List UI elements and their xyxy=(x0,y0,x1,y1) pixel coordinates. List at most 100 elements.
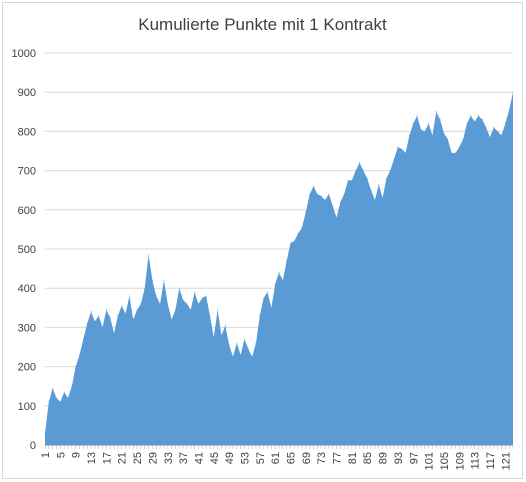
data-point xyxy=(290,242,292,244)
x-tick-label: 77 xyxy=(332,452,344,464)
x-tick-label: 85 xyxy=(362,452,374,464)
data-point xyxy=(370,189,372,191)
data-point xyxy=(243,338,245,340)
y-tick-label: 500 xyxy=(18,244,36,256)
data-point xyxy=(416,115,418,117)
data-point xyxy=(451,152,453,154)
data-point xyxy=(163,279,165,281)
data-point xyxy=(493,126,495,128)
data-point xyxy=(182,299,184,301)
data-point xyxy=(309,193,311,195)
data-point xyxy=(263,297,265,299)
y-tick-label: 800 xyxy=(18,126,36,138)
data-point xyxy=(504,123,506,125)
data-point xyxy=(259,315,261,317)
data-point xyxy=(205,295,207,297)
data-point xyxy=(201,297,203,299)
data-point xyxy=(382,197,384,199)
x-tick-label: 57 xyxy=(255,452,267,464)
data-point xyxy=(405,152,407,154)
y-tick-label: 700 xyxy=(18,166,36,178)
data-point xyxy=(462,138,464,140)
data-point xyxy=(224,324,226,326)
data-point xyxy=(408,134,410,136)
x-tick-label: 25 xyxy=(132,452,144,464)
x-tick-label: 109 xyxy=(454,452,466,470)
data-point xyxy=(159,303,161,305)
data-point xyxy=(102,326,104,328)
x-tick-label: 1 xyxy=(40,452,52,458)
y-tick-label: 200 xyxy=(18,362,36,374)
data-point xyxy=(424,130,426,132)
data-point xyxy=(366,177,368,179)
data-point xyxy=(125,313,127,315)
data-point xyxy=(228,344,230,346)
x-tick-label: 65 xyxy=(286,452,298,464)
data-point xyxy=(393,158,395,160)
data-point xyxy=(270,307,272,309)
data-point xyxy=(470,115,472,117)
data-point xyxy=(397,146,399,148)
data-point xyxy=(236,342,238,344)
data-point xyxy=(174,309,176,311)
data-point xyxy=(374,199,376,201)
data-point xyxy=(190,309,192,311)
y-tick-label: 0 xyxy=(30,440,36,452)
data-point xyxy=(128,295,130,297)
x-tick-label: 69 xyxy=(301,452,313,464)
data-point xyxy=(458,146,460,148)
data-point xyxy=(332,205,334,207)
data-point xyxy=(59,401,61,403)
data-point xyxy=(412,123,414,125)
x-tick-label: 101 xyxy=(424,452,436,470)
data-point xyxy=(90,311,92,313)
data-point xyxy=(75,366,77,368)
data-point xyxy=(477,115,479,117)
data-point xyxy=(500,134,502,136)
y-tick-label: 1000 xyxy=(12,48,36,60)
area-series xyxy=(45,92,513,445)
data-point xyxy=(347,179,349,181)
data-point xyxy=(232,356,234,358)
data-point xyxy=(316,193,318,195)
data-point xyxy=(278,272,280,274)
y-tick-label: 900 xyxy=(18,87,36,99)
data-point xyxy=(508,109,510,111)
data-point xyxy=(121,305,123,307)
data-point xyxy=(71,385,73,387)
y-tick-label: 100 xyxy=(18,401,36,413)
data-point xyxy=(217,309,219,311)
data-point xyxy=(63,391,65,393)
x-tick-label: 49 xyxy=(224,452,236,464)
x-tick-label: 93 xyxy=(393,452,405,464)
x-tick-label: 105 xyxy=(439,452,451,470)
data-point xyxy=(56,397,58,399)
data-point xyxy=(86,322,88,324)
data-point xyxy=(98,315,100,317)
data-point xyxy=(339,201,341,203)
x-tick-label: 13 xyxy=(86,452,98,464)
data-point xyxy=(297,232,299,234)
data-point xyxy=(67,397,69,399)
data-point xyxy=(48,401,50,403)
data-point xyxy=(385,177,387,179)
y-tick-label: 400 xyxy=(18,283,36,295)
data-point xyxy=(435,111,437,113)
x-tick-label: 89 xyxy=(378,452,390,464)
x-tick-label: 33 xyxy=(163,452,175,464)
data-point xyxy=(286,260,288,262)
data-point xyxy=(359,162,361,164)
data-point xyxy=(148,254,150,256)
data-point xyxy=(109,317,111,319)
data-point xyxy=(431,134,433,136)
x-tick-label: 113 xyxy=(470,452,482,470)
data-point xyxy=(251,356,253,358)
data-point xyxy=(220,334,222,336)
data-point xyxy=(186,303,188,305)
data-point xyxy=(282,279,284,281)
x-tick-label: 121 xyxy=(500,452,512,470)
y-tick-label: 600 xyxy=(18,205,36,217)
data-point xyxy=(194,291,196,293)
data-point xyxy=(351,179,353,181)
